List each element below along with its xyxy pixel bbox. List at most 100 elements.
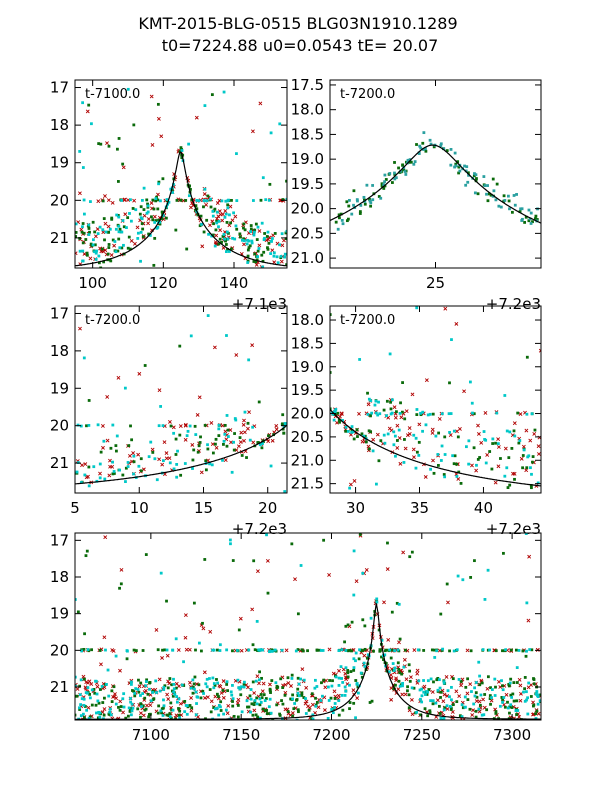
- data-point: [368, 701, 372, 704]
- data-point: [474, 709, 478, 713]
- data-point: [471, 708, 475, 713]
- data-point: [225, 444, 229, 448]
- data-point: [317, 722, 320, 725]
- data-point: [125, 649, 129, 652]
- data-point: [168, 419, 172, 424]
- data-point: [123, 212, 128, 217]
- data-point: [108, 464, 112, 469]
- x-tick-label: 25: [426, 274, 445, 292]
- data-point: [194, 433, 198, 436]
- data-point: [247, 246, 251, 250]
- data-point: [161, 211, 164, 215]
- data-point: [242, 222, 246, 226]
- data-point: [273, 648, 277, 652]
- data-point: [80, 697, 84, 701]
- data-point: [296, 612, 300, 616]
- model-curve: [330, 408, 541, 487]
- data-point: [156, 225, 160, 229]
- data-point: [101, 721, 104, 724]
- data-point: [151, 691, 154, 694]
- data-point: [339, 212, 343, 216]
- data-point: [350, 212, 354, 216]
- data-point: [454, 321, 459, 326]
- data-point: [141, 467, 146, 472]
- data-point: [524, 215, 528, 219]
- data-point: [77, 191, 82, 196]
- data-point: [340, 694, 344, 697]
- data-point: [521, 444, 526, 449]
- data-point: [87, 227, 91, 230]
- data-point: [262, 693, 266, 697]
- data-point: [363, 434, 367, 438]
- data-point: [440, 444, 444, 448]
- data-point: [258, 443, 262, 447]
- series-green: [75, 344, 286, 484]
- data-point: [171, 191, 174, 194]
- data-point: [225, 711, 230, 716]
- data-point: [82, 356, 86, 360]
- data-point: [389, 697, 394, 702]
- data-point: [389, 656, 393, 660]
- data-point: [190, 706, 194, 710]
- data-point: [360, 439, 365, 444]
- data-point: [401, 684, 404, 688]
- data-point: [476, 192, 480, 196]
- data-point: [262, 250, 266, 254]
- data-point: [80, 481, 83, 484]
- data-point: [134, 649, 138, 652]
- data-point: [102, 217, 106, 220]
- data-point: [208, 462, 212, 466]
- data-point: [118, 668, 122, 673]
- data-point: [101, 228, 105, 232]
- data-point: [223, 429, 228, 434]
- data-point: [155, 691, 158, 694]
- data-point: [174, 437, 178, 441]
- data-point: [507, 199, 511, 203]
- data-point: [252, 199, 255, 202]
- panel-note: t-7200.0: [340, 313, 395, 328]
- data-point: [447, 412, 451, 416]
- data-point: [369, 201, 373, 205]
- data-point: [465, 165, 469, 169]
- data-point: [198, 441, 202, 444]
- data-point: [291, 714, 295, 718]
- data-point: [255, 238, 259, 241]
- data-point: [250, 239, 254, 243]
- data-point: [337, 668, 341, 673]
- data-point: [145, 703, 149, 708]
- data-point: [361, 571, 365, 575]
- data-point: [406, 158, 410, 162]
- data-point: [80, 463, 84, 468]
- data-point: [203, 187, 207, 191]
- data-point: [118, 468, 121, 472]
- data-point: [144, 684, 148, 688]
- data-point: [409, 675, 413, 680]
- data-point: [86, 705, 91, 710]
- data-point: [490, 688, 494, 691]
- data-point: [172, 431, 176, 435]
- data-point: [452, 462, 456, 466]
- data-point: [176, 648, 181, 652]
- data-point: [269, 711, 273, 715]
- data-point: [205, 685, 209, 689]
- x-tick-label: 7150: [222, 726, 260, 744]
- data-point: [446, 600, 450, 605]
- data-point: [538, 699, 541, 703]
- data-point: [99, 450, 103, 454]
- data-point: [217, 683, 222, 688]
- data-point: [105, 682, 108, 686]
- data-point: [85, 549, 89, 553]
- data-point: [118, 246, 122, 250]
- data-point: [184, 704, 188, 707]
- data-point: [536, 693, 540, 697]
- data-point: [444, 675, 449, 679]
- data-point: [149, 201, 154, 205]
- data-point: [501, 688, 505, 692]
- data-point: [259, 700, 263, 704]
- data-point: [141, 227, 145, 231]
- data-point: [197, 395, 202, 400]
- data-point: [121, 697, 125, 701]
- data-point: [168, 712, 172, 716]
- data-point: [98, 225, 102, 229]
- data-point: [274, 427, 279, 432]
